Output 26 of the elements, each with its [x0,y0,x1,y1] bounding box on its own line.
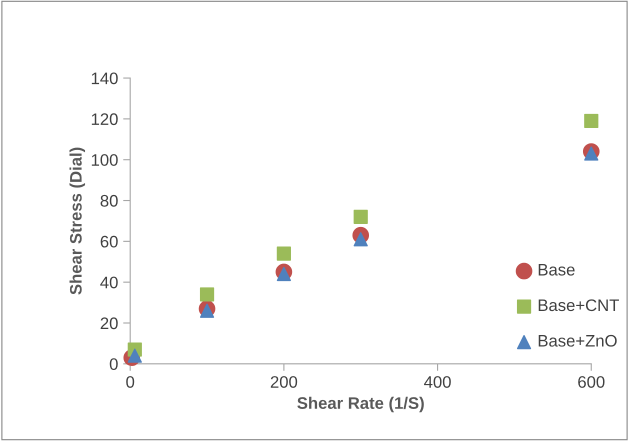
point [584,146,598,161]
x-tick-label: 0 [126,376,134,388]
point [128,348,142,363]
x-tick-label: 200 [270,376,298,388]
legend-label: Base+CNT [538,299,619,312]
y-tick-label: 40 [100,276,118,288]
point [584,114,598,128]
y-tick-label: 60 [100,236,118,248]
point [276,266,291,282]
point [200,304,214,318]
x-tick-label: 600 [578,376,605,388]
y-tick-label: 120 [92,113,118,126]
point [200,287,214,302]
x-tick-label: 400 [424,376,451,388]
y-tick-label: 0 [110,358,118,370]
y-tick-label: 80 [100,194,118,207]
y-tick-label: 100 [92,154,118,166]
point [354,210,368,224]
point [276,246,291,261]
y-tick-label: 20 [100,317,118,330]
x-axis-title: Shear Rate (1/S) [297,396,424,412]
point [354,232,368,246]
y-tick-label: 140 [92,72,118,84]
legend-label: Base [538,264,575,276]
legend-label: Base+ZnO [538,334,617,347]
y-axis-title: Shear Stress (Dial) [70,148,86,295]
